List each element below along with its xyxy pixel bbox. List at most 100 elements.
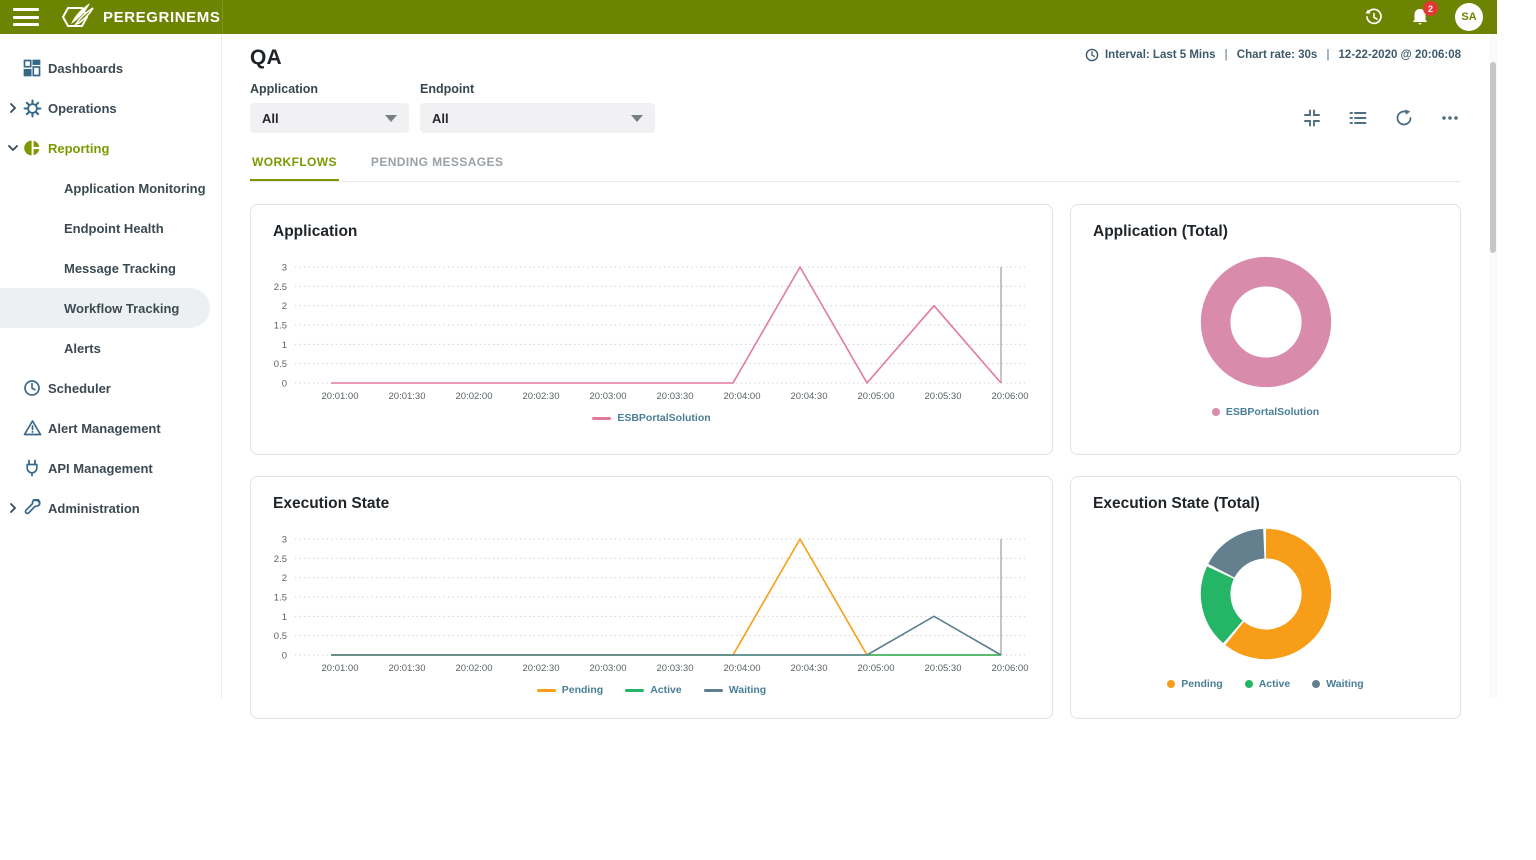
sidebar-item-label: Endpoint Health [64,220,164,236]
legend-swatch-icon [1244,680,1253,688]
legend-label: Pending [1181,678,1223,690]
sidebar-item-endpoint-health[interactable]: Endpoint Health [0,208,221,248]
y-tick-label: 1.5 [274,321,287,332]
x-tick-label: 20:06:00 [992,391,1029,402]
separator: | [1224,49,1228,61]
application-total-donut-chart [1187,243,1345,406]
sidebar-item-label: Application Monitoring [64,180,206,196]
interval-info: Interval: Last 5 Mins | Chart rate: 30s … [1085,48,1461,62]
execution-state-total-donut-card: Execution State (Total) Pending Active Wai… [1070,476,1461,719]
legend-item-Pending[interactable]: Pending [536,684,603,696]
more-options-icon[interactable] [1439,107,1461,129]
application-select[interactable]: All [250,103,409,133]
plug-icon [22,458,42,478]
legend-item-Waiting[interactable]: Waiting [1312,678,1364,690]
list-icon[interactable] [1347,107,1369,129]
sidebar-item-label: Operations [48,100,117,116]
legend-item-Pending[interactable]: Pending [1167,678,1223,690]
notifications-bell-icon[interactable]: 2 [1409,1,1438,28]
tab-pending-messages[interactable]: PENDING MESSAGES [370,155,504,169]
x-tick-label: 20:04:30 [791,663,828,674]
donut-slice-Active [1200,566,1243,644]
chart-legend: Pending Active Waiting [273,684,1030,696]
sidebar-item-operations[interactable]: Operations [0,88,221,128]
x-tick-label: 20:01:30 [389,663,426,674]
x-tick-label: 20:04:00 [724,663,761,674]
refresh-icon[interactable] [1393,107,1415,129]
charts-grid: Application 0 0.5 1 1.5 2 2.5 3 20:01:00 20:01:3… [250,204,1497,719]
sidebar-item-api-management[interactable]: API Management [0,448,221,488]
x-tick-label: 20:05:00 [858,663,895,674]
x-tick-label: 20:01:30 [389,391,426,402]
endpoint-select[interactable]: All [420,103,655,133]
sidebar-item-label: Alert Management [48,420,161,436]
sidebar-item-label: Scheduler [48,380,111,396]
sidebar-item-label: Dashboards [48,60,124,76]
hamburger-menu-icon[interactable] [13,8,39,26]
line-chart-svg: 0 0.5 1 1.5 2 2.5 3 20:01:00 20:01:30 20:02:00 20:… [274,263,1029,403]
endpoint-select-value: All [432,110,449,126]
application-select-value: All [262,110,279,126]
sidebar-item-scheduler[interactable]: Scheduler [0,368,221,408]
legend-item-ESBPortalSolution[interactable]: ESBPortalSolution [592,412,711,424]
legend-swatch-icon [703,688,723,692]
x-tick-label: 20:02:30 [523,391,560,402]
sidebar-item-reporting[interactable]: Reporting [0,128,221,168]
legend-label: Active [650,684,682,696]
interval-text: Interval: Last 5 Mins [1104,49,1216,61]
sidebar-item-label: Alerts [64,340,101,356]
page-title: QA [250,46,282,69]
chart-title: Application (Total) [1093,223,1228,240]
tab-workflows[interactable]: WORKFLOWS [250,149,339,181]
topbar-actions: 2 SA [1363,1,1497,31]
collapse-icon[interactable] [1301,107,1323,129]
tabs-bar: WORKFLOWS PENDING MESSAGES [250,149,1461,182]
execution-state-line-chart: 0 0.5 1 1.5 2 2.5 3 20:01:00 20:01:30 20:02:00 20:… [273,527,1030,682]
chart-legend: ESBPortalSolution [273,412,1030,424]
legend-item-Waiting[interactable]: Waiting [703,684,766,696]
x-tick-label: 20:06:00 [992,663,1029,674]
brand-logo: PEREGRINEMS [57,1,220,33]
sidebar-item-message-tracking[interactable]: Message Tracking [0,248,221,288]
y-tick-label: 0 [282,379,287,390]
legend-swatch-icon [1312,680,1321,688]
sidebar-item-application-monitoring[interactable]: Application Monitoring [0,168,221,208]
legend-swatch-icon [592,416,612,420]
legend-label: ESBPortalSolution [1225,406,1320,418]
application-filter: Application All [250,82,409,133]
application-total-donut-card: Application (Total) ESBPortalSolution [1070,204,1461,455]
application-line-chart: 0 0.5 1 1.5 2 2.5 3 20:01:00 20:01:30 20:02:00 20:… [273,255,1030,410]
sidebar-item-alerts[interactable]: Alerts [0,328,221,368]
chart-rate-text: Chart rate: 30s [1236,49,1318,61]
sidebar-item-workflow-tracking[interactable]: Workflow Tracking [0,288,210,328]
dropdown-caret-icon [631,114,643,122]
sidebar-item-label: Message Tracking [64,260,176,276]
chart-legend: ESBPortalSolution [1211,406,1320,418]
y-tick-label: 2.5 [274,554,287,565]
application-filter-label: Application [250,82,319,96]
sidebar-item-label: API Management [48,460,153,476]
legend-item-ESBPortalSolution[interactable]: ESBPortalSolution [1211,406,1320,418]
main-content: QA Interval: Last 5 Mins | Chart rate: 3… [223,34,1497,719]
sidebar-item-alert-management[interactable]: Alert Management [0,408,221,448]
chart-title: Execution State (Total) [1093,495,1260,512]
history-icon[interactable] [1363,6,1385,28]
pie-chart-icon [22,138,42,158]
user-avatar[interactable]: SA [1455,3,1483,31]
execution-state-line-chart-card: Execution State 0 0.5 1 1.5 2 2.5 3 20:01:00 20:… [250,476,1053,719]
chart-legend: Pending Active Waiting [1167,678,1364,690]
scrollbar-thumb[interactable] [1490,62,1496,253]
legend-swatch-icon [625,688,645,692]
sidebar-item-dashboards[interactable]: Dashboards [0,48,221,88]
legend-label: Active [1258,678,1291,690]
y-tick-label: 0.5 [274,631,287,642]
donut-chart-svg [1200,528,1331,660]
sidebar-item-administration[interactable]: Administration [0,488,221,528]
x-tick-label: 20:02:00 [456,663,493,674]
chart-toolbar [1301,107,1461,133]
legend-item-Active[interactable]: Active [625,684,682,696]
legend-item-Active[interactable]: Active [1244,678,1291,690]
donut-slice-ESBPortalSolution [1200,256,1331,388]
clock-icon [22,378,42,398]
y-tick-label: 0 [282,651,287,662]
